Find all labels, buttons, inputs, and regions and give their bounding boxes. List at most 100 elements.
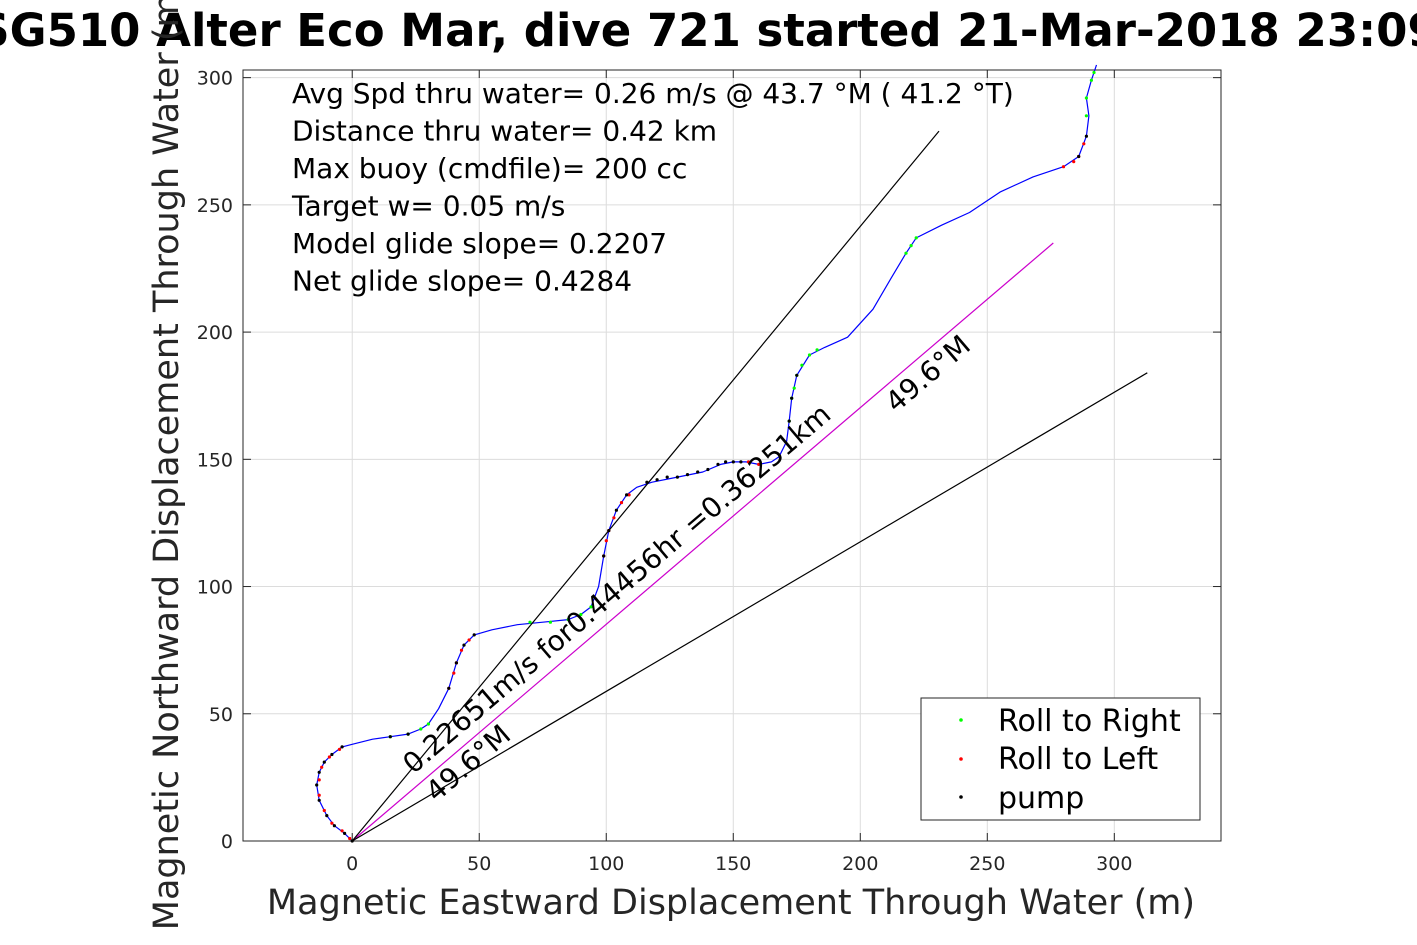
info-line: Max buoy (cmdfile)= 200 cc xyxy=(292,152,687,185)
roll-left-marker xyxy=(340,829,344,833)
y-tick-label: 0 xyxy=(221,831,233,853)
pump-marker xyxy=(454,661,458,665)
roll-left-marker xyxy=(757,462,761,466)
x-tick-label: 300 xyxy=(1096,853,1132,875)
y-tick-label: 300 xyxy=(197,68,233,90)
pump-marker xyxy=(322,760,326,764)
x-tick-label: 200 xyxy=(842,853,878,875)
legend-marker-pump xyxy=(959,795,963,799)
pump-marker xyxy=(1077,154,1081,159)
roll-left-marker xyxy=(459,648,464,652)
roll-left-marker xyxy=(320,765,324,769)
y-tick-label: 150 xyxy=(197,449,233,471)
y-tick-label: 250 xyxy=(197,195,233,217)
x-tick-label: 50 xyxy=(467,853,491,875)
roll-left-marker xyxy=(627,493,631,497)
roll-right-marker xyxy=(426,722,430,726)
pump-marker xyxy=(665,475,669,479)
axis-ticks: 0 50 100 150 200 250 300 0 50 100 150 200 250 300 xyxy=(197,68,1221,875)
roll-right-marker xyxy=(579,612,583,617)
pump-marker xyxy=(696,470,700,474)
pump-marker xyxy=(325,814,329,818)
pump-marker xyxy=(602,554,606,558)
pump-marker xyxy=(340,745,344,749)
roll-right-marker xyxy=(800,363,804,367)
roll-right-marker xyxy=(807,353,812,357)
pump-marker xyxy=(685,473,690,477)
pump-marker xyxy=(645,480,649,484)
pump-marker xyxy=(315,783,319,787)
roll-left-marker xyxy=(317,778,321,782)
pump-marker xyxy=(716,462,720,466)
info-text-block: Avg Spd thru water= 0.26 m/s @ 43.7 °M (… xyxy=(291,77,1014,298)
pump-marker xyxy=(317,798,321,802)
pump-marker xyxy=(614,508,619,512)
roll-right-marker xyxy=(419,727,423,731)
info-line: Target w= 0.05 m/s xyxy=(291,190,565,223)
roll-right-marker xyxy=(528,620,532,624)
roll-left-marker xyxy=(348,836,352,841)
roll-right-marker xyxy=(914,236,918,240)
pump-marker xyxy=(607,529,611,533)
legend-marker-roll-left xyxy=(959,757,963,761)
roll-left-marker xyxy=(1082,142,1086,146)
roll-left-marker xyxy=(330,821,334,825)
info-line: Model glide slope= 0.2207 xyxy=(292,227,667,260)
roll-left-marker xyxy=(467,638,471,642)
pump-marker xyxy=(472,633,476,637)
series-line-3 xyxy=(351,372,1148,842)
roll-right-marker xyxy=(792,386,796,390)
roll-left-marker xyxy=(612,516,616,520)
x-axis-label: Magnetic Eastward Displacement Through W… xyxy=(267,883,1195,923)
legend-label-roll-left: Roll to Left xyxy=(998,742,1158,777)
series-line-0 xyxy=(316,64,1098,842)
pump-marker xyxy=(655,478,659,482)
plot-area-frame xyxy=(242,69,1222,842)
pump-marker xyxy=(330,752,334,757)
pump-marker xyxy=(790,396,794,400)
pump-marker xyxy=(462,643,466,647)
y-tick-label: 100 xyxy=(197,577,233,599)
pump-marker xyxy=(1084,134,1088,138)
roll-left-marker xyxy=(1072,160,1076,164)
roll-left-marker xyxy=(746,460,751,464)
series-line-1 xyxy=(351,242,1054,842)
pump-marker xyxy=(388,735,392,739)
series-lines xyxy=(316,64,1148,842)
info-line: Distance thru water= 0.42 km xyxy=(292,115,717,148)
pump-marker xyxy=(731,460,735,464)
y-axis-label: Magnetic Northward Displacement Through … xyxy=(147,0,187,930)
x-tick-label: 250 xyxy=(969,853,1005,875)
roll-left-marker xyxy=(322,808,326,813)
roll-right-marker xyxy=(1092,70,1096,75)
roll-right-marker xyxy=(904,251,908,255)
chart-title: SG510 Alter Eco Mar, dive 721 started 21… xyxy=(0,4,1417,57)
pump-marker xyxy=(332,824,336,828)
pump-marker xyxy=(724,460,728,464)
markers xyxy=(315,70,1096,843)
roll-left-marker xyxy=(619,501,624,505)
roll-right-marker xyxy=(1084,96,1088,100)
roll-right-marker xyxy=(1089,78,1093,82)
pump-marker xyxy=(343,831,347,836)
x-tick-label: 0 xyxy=(346,853,358,875)
pump-marker xyxy=(675,475,680,479)
y-tick-label: 50 xyxy=(209,704,233,726)
pump-marker xyxy=(787,419,791,423)
roll-left-marker xyxy=(452,671,456,675)
roll-left-marker xyxy=(604,539,608,543)
y-tick-label: 200 xyxy=(197,322,233,344)
roll-right-marker xyxy=(815,348,819,352)
roll-left-marker xyxy=(337,747,342,752)
roll-right-marker xyxy=(1084,114,1088,118)
pump-marker xyxy=(706,467,710,472)
pump-marker xyxy=(795,373,799,377)
roll-right-marker xyxy=(548,620,553,624)
x-tick-label: 100 xyxy=(588,853,624,875)
pump-marker xyxy=(625,493,629,497)
legend-label-pump: pump xyxy=(998,781,1084,816)
legend-marker-roll-right xyxy=(959,718,963,722)
pump-marker xyxy=(739,460,743,464)
pump-marker xyxy=(317,770,321,774)
